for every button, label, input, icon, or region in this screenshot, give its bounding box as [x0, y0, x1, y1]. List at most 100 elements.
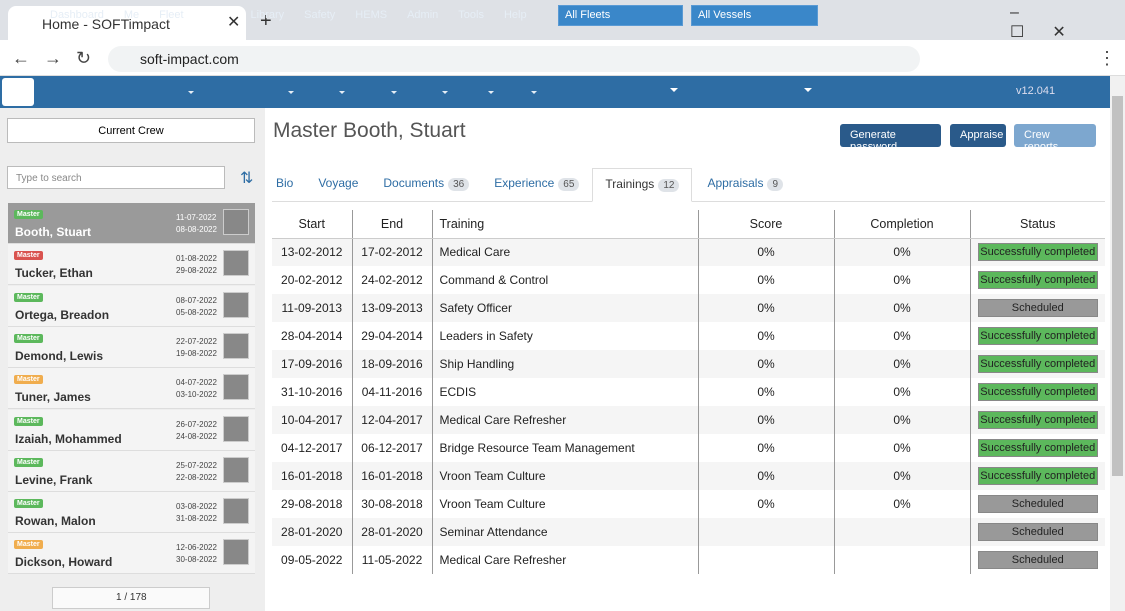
nav-item[interactable]: Library — [250, 9, 285, 21]
nav-item[interactable]: Safety — [304, 9, 336, 21]
column-header: Start — [272, 210, 352, 239]
nav-item[interactable]: Help — [503, 9, 527, 21]
crew-photo — [223, 456, 249, 483]
browser-tab[interactable]: Home - SOFTimpact — [8, 6, 246, 40]
crew-name: Ortega, Breadon — [15, 307, 110, 322]
nav-item[interactable]: Fleet — [159, 9, 184, 21]
column-header: Training — [431, 210, 698, 239]
sign-on-date: 26-07-2022 — [176, 419, 217, 429]
cell-start: 11-09-2013 — [272, 294, 352, 322]
trainings-table: Start End Training Score Completion Status 13-… — [272, 210, 1105, 574]
fleet-select[interactable]: All Fleets — [558, 5, 683, 26]
nav-buttons[interactable]: ←→↻ — [12, 48, 106, 68]
cell-start: 09-05-2022 — [281, 553, 343, 567]
crew-item[interactable]: Master Ortega, Breadon 08-07-2022 05-08-202… — [8, 285, 255, 327]
crew-name: Rowan, Malon — [15, 514, 96, 529]
cell-start: 20-02-2012 — [281, 273, 343, 287]
url-field[interactable]: soft-impact.com — [108, 46, 920, 72]
sign-off-date: 29-08-2022 — [176, 266, 217, 276]
status-badge: Successfully completed — [977, 271, 1098, 289]
table-row: 29-08-2018 30-08-2018 Vroon Team Culture 0%… — [272, 490, 1105, 518]
tab-label: Experience — [494, 176, 555, 190]
action-button[interactable]: Crew reports — [1014, 124, 1096, 153]
nav-item[interactable]: Tools — [458, 9, 484, 21]
caret — [339, 91, 346, 97]
nav-item[interactable]: Me — [123, 9, 140, 21]
crew-photo — [223, 332, 249, 359]
action-button[interactable]: Appraise — [950, 124, 1006, 147]
cell-start: 28-01-2020 — [272, 518, 352, 546]
table-row: 09-05-2022 11-05-2022 Medical Care Refresh… — [272, 546, 1105, 574]
tab-label: Trainings — [605, 177, 655, 191]
sign-off-date: 24-08-2022 — [176, 431, 217, 441]
menu[interactable]: ⋮ — [1098, 48, 1116, 68]
crew-photo — [223, 415, 249, 442]
cell-training: Medical Care Refresher — [431, 406, 698, 434]
crew-item[interactable]: Master Booth, Stuart 11-07-2022 08-08-2022 — [8, 203, 255, 244]
cell-score: 0% — [697, 490, 834, 518]
cell-status: Successfully completed — [969, 266, 1105, 294]
nav-item[interactable]: Dashboard — [50, 9, 104, 21]
cell-score: 0% — [697, 266, 834, 294]
cell-training: Leaders in Safety — [431, 322, 698, 350]
sign-off-date: 31-08-2022 — [176, 514, 217, 524]
tab[interactable]: Experience 65 — [494, 176, 580, 191]
crew-item[interactable]: Master Dickson, Howard 12-06-2022 30-08-202… — [8, 533, 255, 575]
cell-training: Ship Handling — [431, 350, 698, 378]
rank-badge: Master — [14, 333, 43, 343]
cell-training: Vroon Team Culture — [431, 462, 698, 490]
status-badge: Successfully completed — [977, 327, 1098, 345]
close-tab[interactable]: ✕ — [227, 14, 241, 31]
cell-status: Scheduled — [969, 294, 1105, 322]
rank-badge: Master — [14, 457, 43, 467]
cell-training: Bridge Resource Team Management — [431, 434, 698, 462]
search-input[interactable]: Type to search — [7, 166, 225, 189]
crew-item[interactable]: Master Tucker, Ethan 01-08-2022 29-08-2022 — [8, 244, 255, 286]
table-row: 28-01-2020 28-01-2020 Seminar Attendance Sc… — [272, 518, 1105, 546]
cell-end: 28-01-2020 — [351, 518, 432, 546]
tab-label: Appraisals — [707, 176, 764, 190]
table-row: 10-04-2017 12-04-2017 Medical Care Refresh… — [272, 406, 1105, 434]
table-row: 16-01-2018 16-01-2018 Vroon Team Culture 0%… — [272, 462, 1105, 490]
column-header: Status — [969, 210, 1105, 239]
crew-item[interactable]: Master Rowan, Malon 03-08-2022 31-08-2022 — [8, 492, 255, 534]
tab[interactable]: Documents 36 — [383, 176, 470, 191]
nav-item[interactable]: Admin — [407, 9, 439, 21]
crew-item[interactable]: Master Levine, Frank 25-07-2022 22-08-2022 — [8, 450, 255, 492]
window-controls[interactable]: –☐✕ — [1010, 4, 1094, 41]
sign-on-date: 03-08-2022 — [176, 502, 217, 512]
cell-completion: 0% — [833, 490, 970, 518]
action-button[interactable]: Generate password — [840, 124, 941, 153]
cell-completion — [833, 518, 970, 546]
logo[interactable] — [2, 78, 34, 106]
nav-item[interactable]: HEMS — [355, 9, 388, 21]
cell-status: Successfully completed — [969, 378, 1105, 406]
caret — [487, 91, 494, 97]
cell-status: Successfully completed — [969, 434, 1105, 462]
cell-start: 28-04-2014 — [281, 329, 343, 343]
cell-status: Scheduled — [969, 518, 1105, 546]
table-row: 13-02-2012 17-02-2012 Medical Care 0% 0% Succ… — [272, 238, 1105, 266]
crew-item[interactable]: Master Tuner, James 04-07-2022 03-10-2022 — [8, 368, 255, 410]
sign-on-date: 01-08-2022 — [176, 254, 217, 264]
new-tab[interactable]: + — [260, 10, 272, 32]
tab[interactable]: Voyage — [318, 176, 358, 190]
scrollbar[interactable] — [1110, 76, 1125, 611]
cell-end: 04-11-2016 — [351, 378, 432, 406]
cell-status: Successfully completed — [969, 350, 1105, 378]
sort-button[interactable]: ⇅ — [240, 170, 254, 187]
tab[interactable]: Appraisals 9 — [707, 176, 784, 191]
tab[interactable]: Trainings 12 — [592, 168, 693, 202]
tab[interactable]: Bio — [276, 176, 293, 190]
cell-completion — [833, 546, 970, 574]
crew-item[interactable]: Master Demond, Lewis 22-07-2022 19-08-2022 — [8, 326, 255, 368]
crew-item[interactable]: Master Izaiah, Mohammed 26-07-2022 24-08-20… — [8, 409, 255, 451]
status-badge: Successfully completed — [977, 243, 1098, 262]
cell-completion: 0% — [833, 406, 970, 434]
cell-score: 0% — [697, 462, 834, 490]
crew-filter[interactable]: Current Crew — [7, 118, 255, 143]
nav-item[interactable]: Crew — [203, 9, 231, 21]
cell-status: Scheduled — [969, 490, 1105, 518]
cell-score: 0% — [697, 350, 834, 378]
vessel-select[interactable]: All Vessels — [691, 5, 818, 26]
